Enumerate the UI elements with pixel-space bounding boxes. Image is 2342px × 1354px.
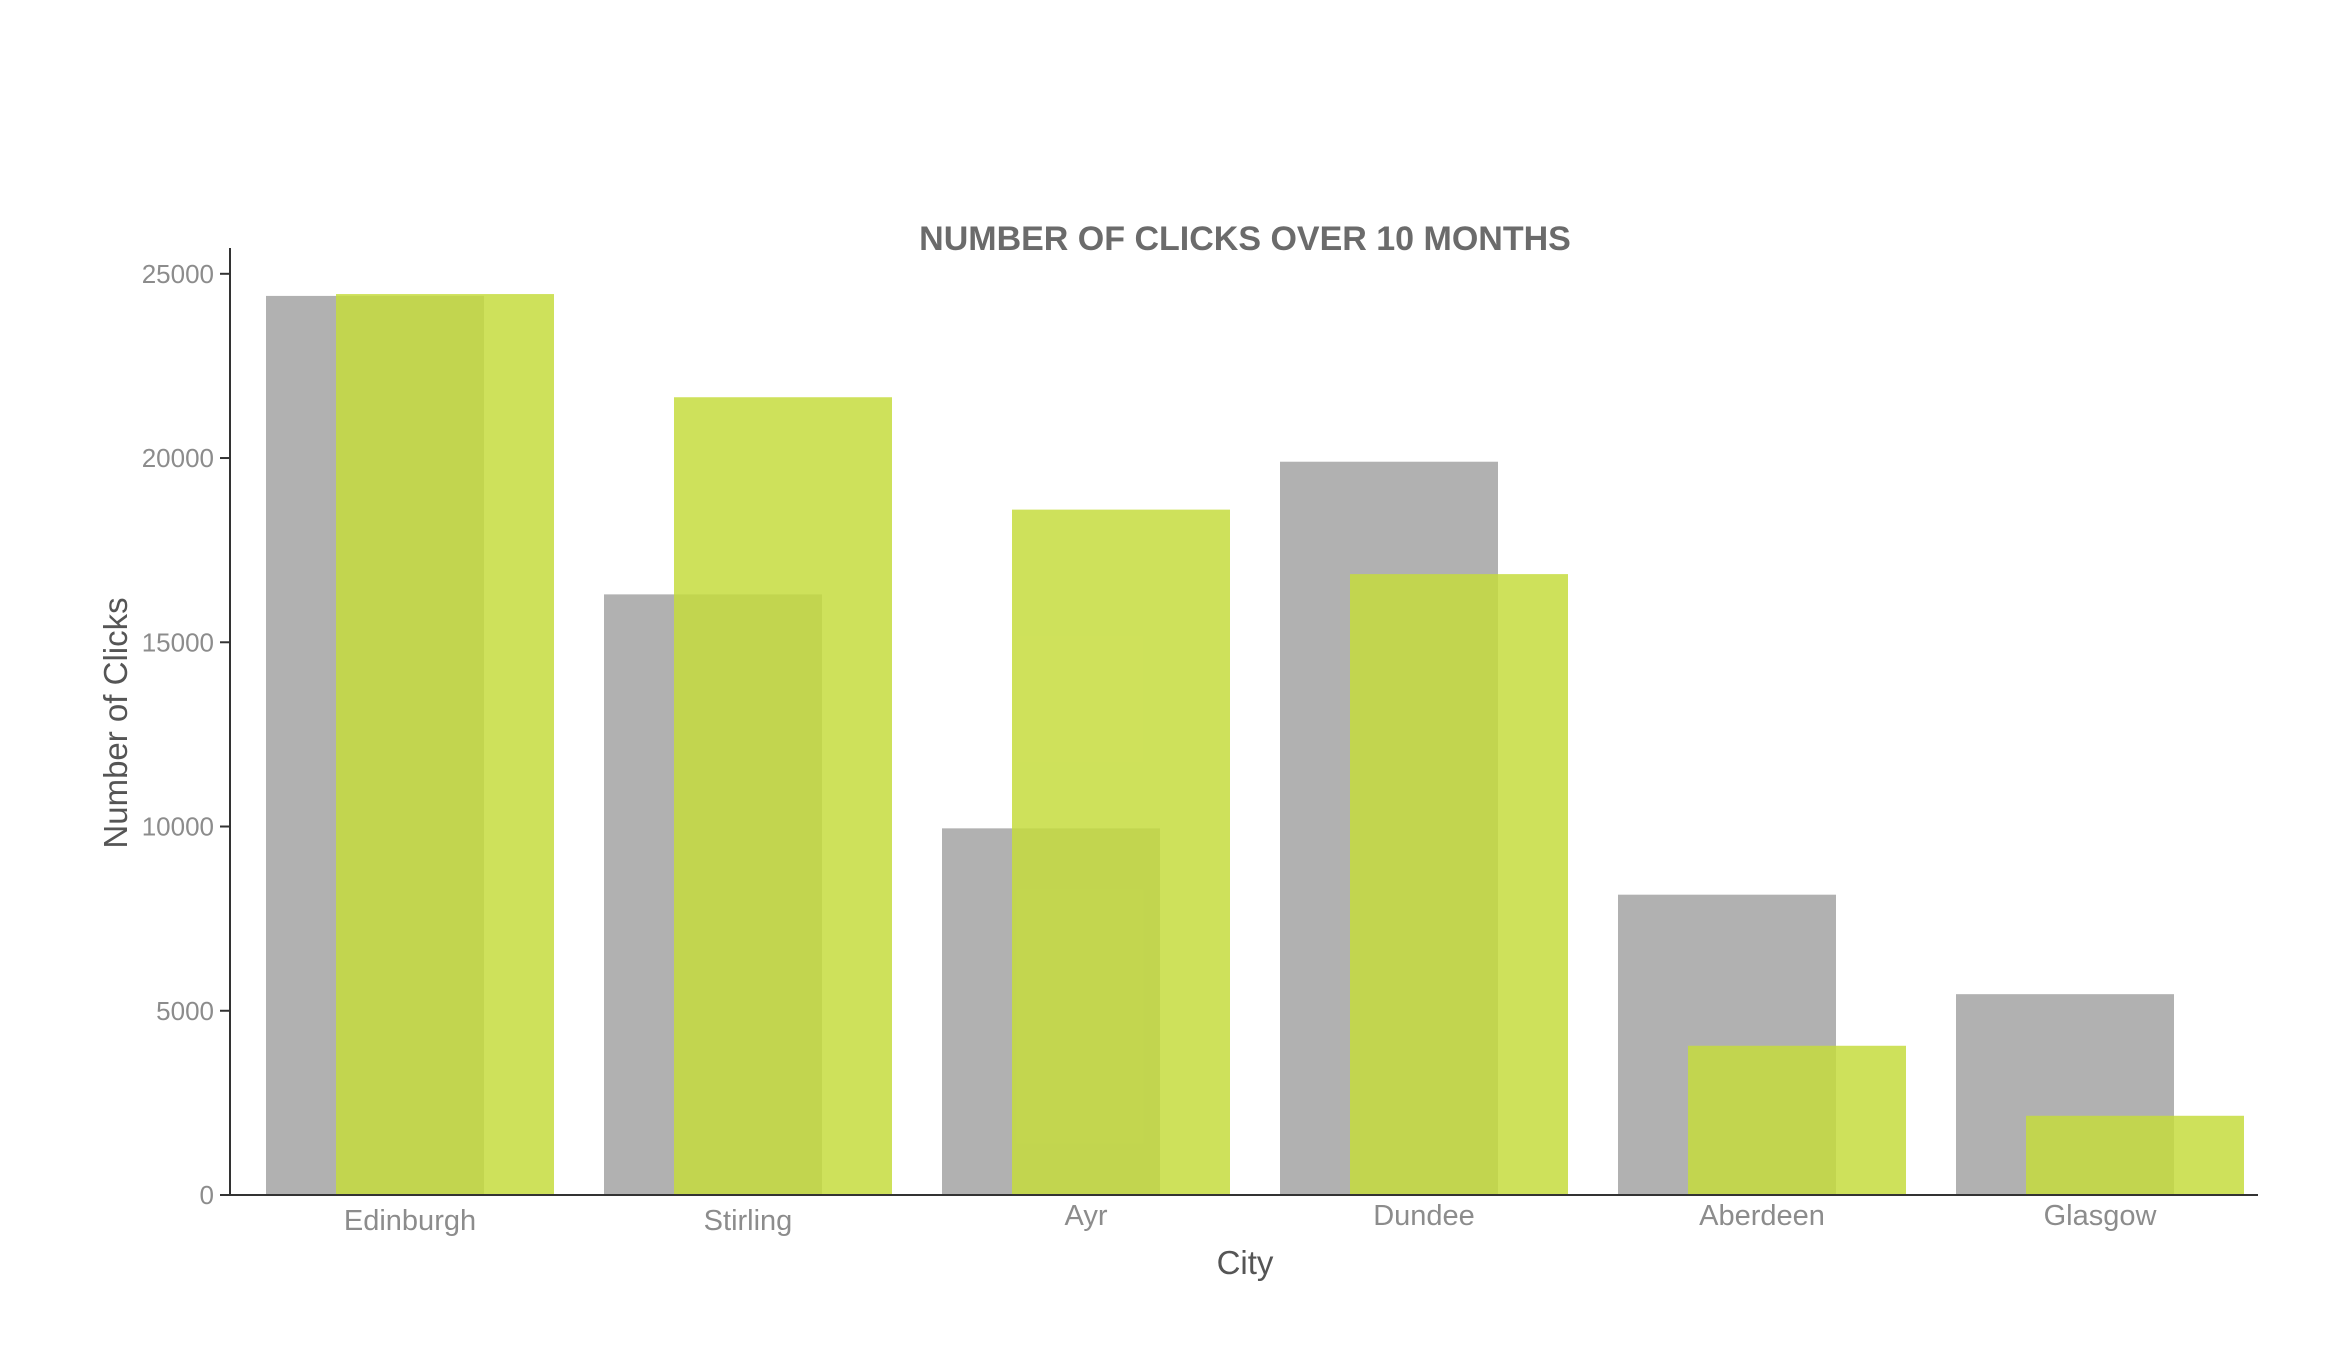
bar-glasgow-series-2 (2026, 1115, 2244, 1195)
y-tick-label: 15000 (142, 627, 214, 657)
chart-title: NUMBER OF CLICKS OVER 10 MONTHS (919, 220, 1571, 258)
x-tick-label-aberdeen: Aberdeen (1699, 1200, 1825, 1232)
bars (266, 294, 2244, 1195)
x-tick-label-stirling: Stirling (704, 1205, 793, 1237)
x-tick-label-edinburgh: Edinburgh (344, 1205, 476, 1237)
x-tick-label-glasgow: Glasgow (2044, 1200, 2158, 1232)
bar-edinburgh-series-2 (336, 294, 554, 1195)
x-tick-label-ayr: Ayr (1065, 1200, 1108, 1232)
bar-dundee-series-2 (1350, 574, 1568, 1195)
x-axis: Edinburgh Stirling Ayr Dundee Aberdeen Glasgo… (220, 1194, 2258, 1237)
y-tick-label: 20000 (142, 443, 214, 473)
y-axis: 0 5000 10000 15000 20000 25000 (142, 248, 231, 1210)
x-tick-label-dundee: Dundee (1373, 1200, 1475, 1232)
bar-stirling-series-2 (674, 397, 892, 1195)
x-axis-label: City (1217, 1244, 1274, 1281)
y-tick-label: 25000 (142, 259, 214, 289)
y-tick-label: 10000 (142, 812, 214, 842)
bar-aberdeen-series-2 (1688, 1045, 1906, 1195)
bar-ayr-series-2 (1012, 509, 1230, 1195)
y-tick-label: 5000 (156, 996, 214, 1026)
y-axis-label: Number of Clicks (97, 597, 134, 848)
y-tick-label: 0 (200, 1180, 214, 1210)
